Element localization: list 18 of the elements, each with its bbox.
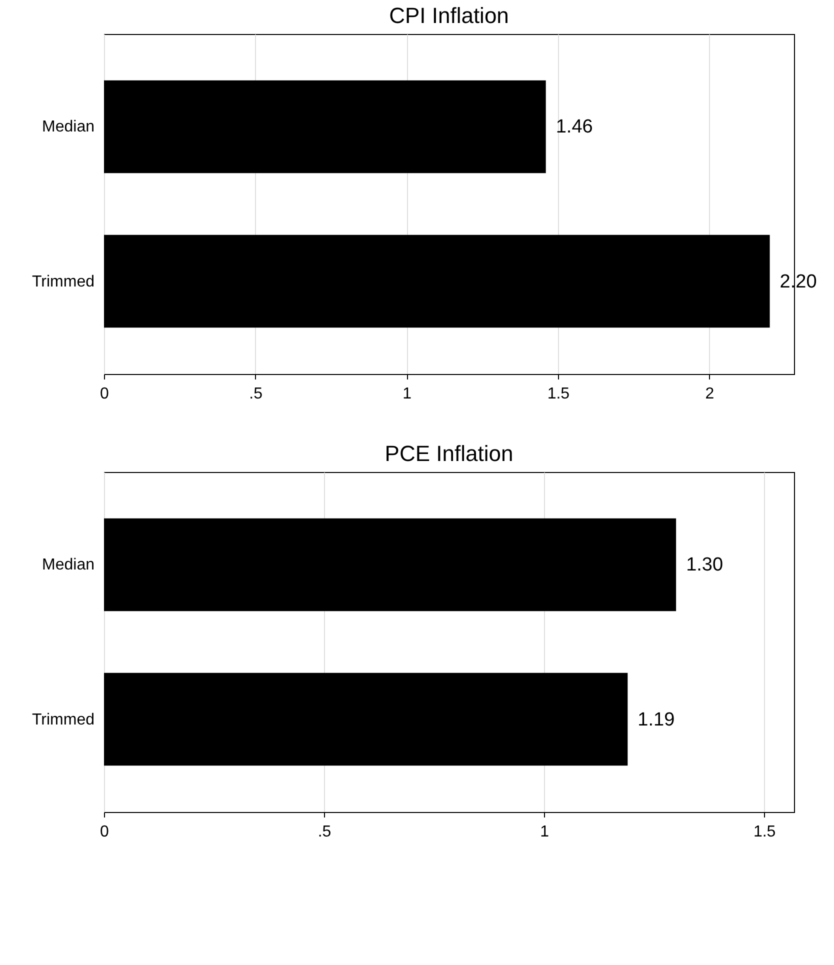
x-tick-label: .5 xyxy=(318,824,332,840)
x-tick-label: 0 xyxy=(100,824,110,840)
y-tick-label: Trimmed xyxy=(32,711,94,728)
x-tick-label: 1 xyxy=(540,824,550,840)
x-tick-label: 0 xyxy=(100,386,110,402)
data-label: 1.30 xyxy=(686,554,724,576)
data-label: 1.46 xyxy=(556,116,593,138)
chart-title: PCE Inflation xyxy=(384,441,514,466)
x-tick-label: 1 xyxy=(402,386,412,402)
x-tick-label: 2 xyxy=(705,386,714,402)
y-tick-label: Trimmed xyxy=(32,273,94,290)
y-tick-label: Median xyxy=(42,556,94,574)
y-tick-label: Median xyxy=(42,118,94,136)
x-tick-label: 1.5 xyxy=(547,386,570,402)
x-tick-label: .5 xyxy=(249,386,263,402)
x-tick-label: 1.5 xyxy=(753,824,776,840)
chart-title: CPI Inflation xyxy=(389,3,509,28)
data-label: 1.19 xyxy=(638,709,675,730)
